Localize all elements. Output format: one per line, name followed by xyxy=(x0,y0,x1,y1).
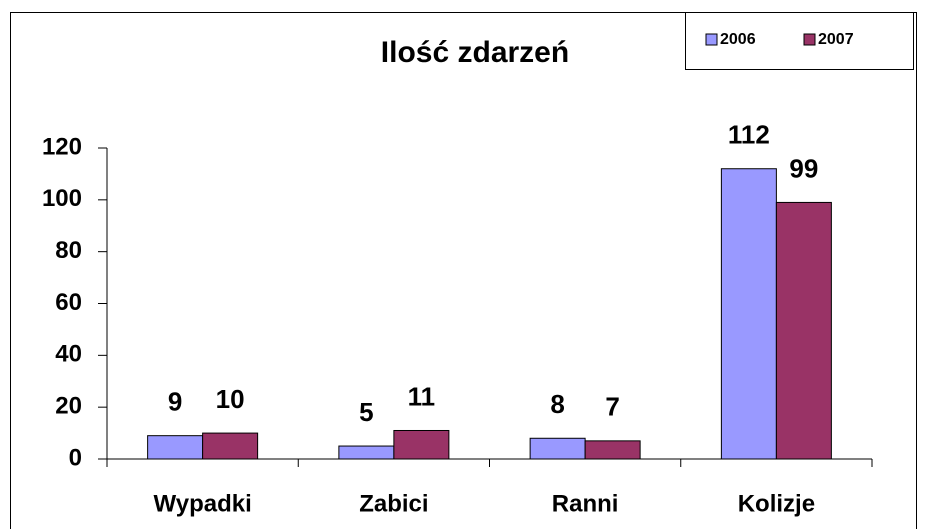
legend-swatch xyxy=(705,33,718,46)
data-label: 112 xyxy=(728,120,770,150)
bar xyxy=(775,201,832,460)
y-tick-label: 20 xyxy=(55,393,82,420)
data-label: 10 xyxy=(216,384,245,414)
data-label: 7 xyxy=(605,392,619,422)
data-label: 99 xyxy=(789,153,818,183)
data-label: 11 xyxy=(408,381,436,411)
bar xyxy=(338,445,395,460)
x-tick-label: Wypadki xyxy=(154,490,252,517)
chart-title: Ilość zdarzeń xyxy=(381,36,569,69)
legend-label: 2006 xyxy=(720,31,756,48)
y-tick-label: 60 xyxy=(55,289,82,316)
bar xyxy=(202,432,259,460)
data-label: 9 xyxy=(168,387,182,417)
bar xyxy=(584,440,641,460)
legend: 2006 2007 xyxy=(705,31,854,48)
legend-swatch xyxy=(803,33,816,46)
bar xyxy=(147,435,204,460)
x-tick-label: Kolizje xyxy=(738,490,815,517)
y-tick-label: 40 xyxy=(55,341,82,368)
y-tick-label: 0 xyxy=(69,444,82,471)
x-tick-label: Ranni xyxy=(552,490,619,517)
legend-label: 2007 xyxy=(818,31,854,48)
legend-box xyxy=(685,12,914,70)
data-label: 8 xyxy=(550,389,564,419)
bar xyxy=(529,437,586,460)
y-tick-label: 100 xyxy=(42,185,82,212)
y-tick-label: 120 xyxy=(42,133,82,160)
bar xyxy=(720,168,777,460)
data-label: 5 xyxy=(359,397,373,427)
y-tick-label: 80 xyxy=(55,237,82,264)
x-tick-label: Zabici xyxy=(359,490,428,517)
bar xyxy=(393,429,450,460)
